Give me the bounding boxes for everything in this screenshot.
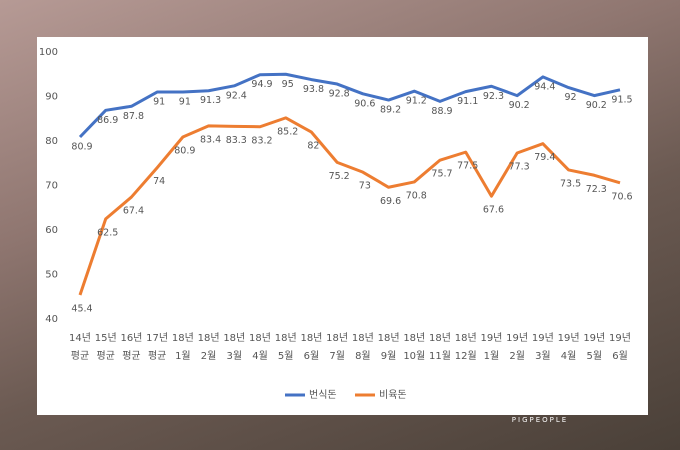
data-label: 89.2 — [380, 105, 401, 116]
data-label: 77.5 — [457, 161, 478, 172]
watermark: 돼지와사람 — [476, 382, 605, 415]
data-label: 90.6 — [354, 98, 375, 109]
x-tick-label: 19년 5월 — [583, 333, 606, 362]
data-label: 85.2 — [277, 126, 298, 137]
x-tick-label: 19년 4월 — [557, 333, 580, 362]
data-label: 95 — [282, 79, 294, 90]
x-tick-label: 14년 평균 — [69, 333, 91, 362]
data-label: 91.3 — [200, 95, 221, 106]
watermark-sub: PIGPEOPLE — [512, 416, 568, 424]
data-label: 72.3 — [586, 184, 607, 195]
x-tick-label: 18년 1월 — [171, 333, 194, 362]
data-label: 75.7 — [431, 169, 452, 180]
data-label: 83.4 — [200, 134, 221, 145]
x-tick-label: 18년 9월 — [377, 333, 400, 362]
data-label: 75.2 — [329, 171, 350, 182]
x-tick-label: 18년 7월 — [326, 333, 349, 362]
x-tick-label: 19년 3월 — [531, 333, 554, 362]
data-label: 86.9 — [97, 115, 118, 126]
x-tick-label: 15년 평균 — [94, 333, 117, 362]
x-tick-label: 18년 2월 — [197, 333, 220, 362]
x-tick-label: 19년 2월 — [506, 333, 529, 362]
data-label: 94.9 — [251, 79, 272, 90]
data-label: 91.2 — [406, 96, 427, 107]
series-line — [78, 116, 621, 296]
series-line — [78, 72, 621, 139]
x-tick-label: 18년 5월 — [274, 333, 297, 362]
data-label: 62.5 — [97, 227, 118, 238]
legend-label: 번식돈 — [309, 389, 337, 401]
data-label: 70.6 — [611, 191, 632, 202]
data-label: 92.8 — [329, 89, 350, 100]
data-label: 90.2 — [586, 100, 607, 111]
x-tick-label: 19년 1월 — [480, 333, 503, 362]
data-label: 91.1 — [457, 96, 478, 107]
y-tick-label: 40 — [45, 314, 58, 325]
data-label: 79.4 — [534, 152, 555, 163]
data-label: 67.4 — [123, 206, 144, 217]
data-label: 91 — [153, 97, 165, 108]
data-label: 82 — [307, 141, 319, 152]
data-label: 77.3 — [509, 162, 530, 173]
y-tick-label: 50 — [45, 270, 58, 281]
data-label: 92 — [565, 92, 577, 103]
data-label: 92.4 — [226, 90, 247, 101]
y-tick-label: 100 — [39, 47, 58, 58]
data-label: 74 — [153, 176, 165, 187]
data-label: 91.5 — [611, 94, 632, 105]
chart-area — [37, 37, 648, 415]
data-label: 67.6 — [483, 205, 504, 216]
data-label: 93.8 — [303, 84, 324, 95]
data-label: 69.6 — [380, 196, 401, 207]
x-tick-label: 19년 6월 — [609, 333, 631, 362]
data-label: 73 — [359, 181, 371, 192]
data-label: 73.5 — [560, 178, 581, 189]
data-label: 83.2 — [251, 135, 272, 146]
data-label: 83.3 — [226, 135, 247, 146]
y-tick-label: 70 — [45, 181, 58, 192]
x-tick-label: 16년 평균 — [120, 333, 143, 362]
data-label: 91 — [179, 97, 191, 108]
data-label: 87.8 — [123, 111, 144, 122]
y-tick-label: 80 — [45, 136, 58, 147]
data-label: 92.3 — [483, 91, 504, 102]
x-tick-label: 18년 10월 — [403, 333, 426, 362]
data-label: 70.8 — [406, 190, 427, 201]
x-tick-label: 17년 평균 — [146, 333, 169, 362]
y-tick-label: 90 — [45, 92, 58, 103]
data-label: 45.4 — [71, 303, 92, 314]
x-tick-label: 18년 6월 — [300, 333, 323, 362]
data-label: 94.4 — [534, 81, 555, 92]
data-label: 80.9 — [174, 145, 195, 156]
data-label: 90.2 — [509, 100, 530, 111]
data-label: 80.9 — [71, 141, 92, 152]
x-tick-label: 18년 8월 — [351, 333, 374, 362]
x-tick-label: 18년 4월 — [249, 333, 271, 362]
x-tick-label: 18년 11월 — [429, 333, 451, 362]
x-tick-label: 18년 12월 — [454, 333, 477, 362]
y-tick-label: 60 — [45, 225, 58, 236]
data-label: 88.9 — [431, 106, 452, 117]
x-tick-label: 18년 3월 — [223, 333, 246, 362]
legend-label: 비육돈 — [379, 389, 407, 401]
